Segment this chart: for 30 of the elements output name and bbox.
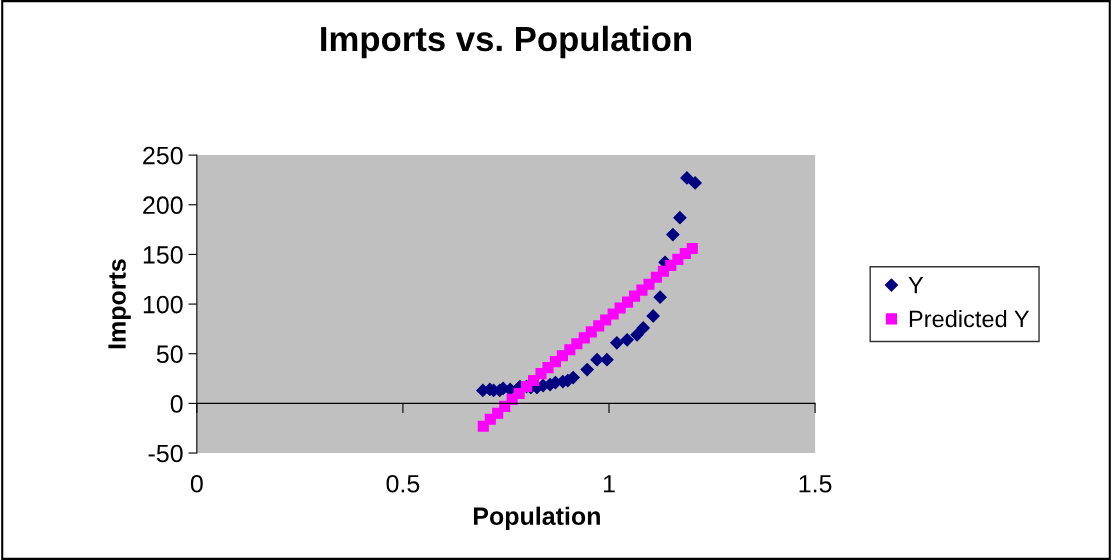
point (620, 333, 634, 347)
point (688, 176, 702, 190)
legend-label: Predicted Y (909, 309, 1030, 328)
point (686, 242, 698, 255)
point (610, 336, 624, 350)
y-axis-title: Imports (108, 259, 131, 349)
x-tick-label: 0 (190, 474, 203, 493)
x-axis-title: Population (473, 506, 600, 530)
x-tick-label: 0.5 (386, 474, 420, 493)
point (653, 290, 667, 304)
y-tick-label: 250 (143, 146, 183, 165)
point (646, 309, 660, 323)
chart-title: Imports vs. Population (321, 25, 691, 59)
y-tick-label: 50 (156, 345, 183, 364)
legend-label: Y (908, 277, 924, 294)
x-tick-label: 1.5 (799, 475, 832, 493)
point (580, 363, 594, 377)
point (636, 321, 650, 335)
x-tick-label: 1 (603, 475, 615, 493)
y-tick-label: -50 (148, 444, 183, 463)
y-tick-label: 150 (143, 246, 183, 264)
point (666, 227, 680, 242)
point (600, 353, 614, 367)
point (680, 171, 694, 185)
y-tick-label: 0 (170, 394, 183, 413)
y-tick-label: 100 (143, 295, 183, 314)
point (590, 353, 604, 367)
y-tick-label: 200 (143, 196, 183, 215)
point (673, 211, 687, 225)
point (630, 328, 644, 342)
